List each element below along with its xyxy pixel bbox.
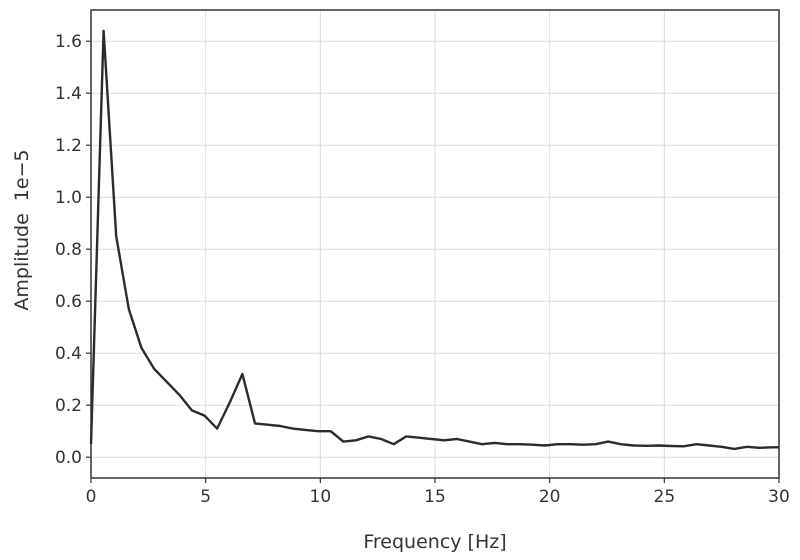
y-tick-label: 1.6 bbox=[55, 32, 82, 52]
x-tick-label: 25 bbox=[654, 487, 676, 507]
x-tick-label: 5 bbox=[200, 487, 211, 507]
x-axis-label: Frequency [Hz] bbox=[363, 531, 506, 553]
y-tick-label: 0.6 bbox=[55, 292, 82, 312]
y-axis-offset-label: 1e−5 bbox=[11, 149, 33, 201]
x-tick-label: 10 bbox=[310, 487, 332, 507]
y-axis: 0.0 0.2 0.4 0.6 0.8 1.0 1.2 1.4 1.6 bbox=[55, 32, 91, 468]
y-axis-label-text: Amplitude bbox=[11, 213, 33, 310]
x-tick-label: 0 bbox=[86, 487, 97, 507]
y-tick-label: 1.4 bbox=[55, 84, 82, 104]
amplitude-series-line bbox=[89, 29, 779, 451]
x-tick-label: 15 bbox=[424, 487, 446, 507]
y-tick-label: 0.8 bbox=[55, 240, 82, 260]
y-tick-label: 0.4 bbox=[55, 344, 82, 364]
x-tick-label: 30 bbox=[768, 487, 790, 507]
y-tick-label: 0.0 bbox=[55, 448, 82, 468]
series-layer bbox=[89, 29, 779, 451]
x-axis: 0 5 10 15 20 25 30 bbox=[86, 478, 790, 507]
x-tick-label: 20 bbox=[539, 487, 561, 507]
y-tick-label: 1.2 bbox=[55, 136, 82, 156]
y-axis-label: Amplitude 1e−5 bbox=[11, 149, 33, 310]
y-tick-label: 1.0 bbox=[55, 188, 82, 208]
y-tick-label: 0.2 bbox=[55, 396, 82, 416]
grid bbox=[90, 10, 780, 478]
